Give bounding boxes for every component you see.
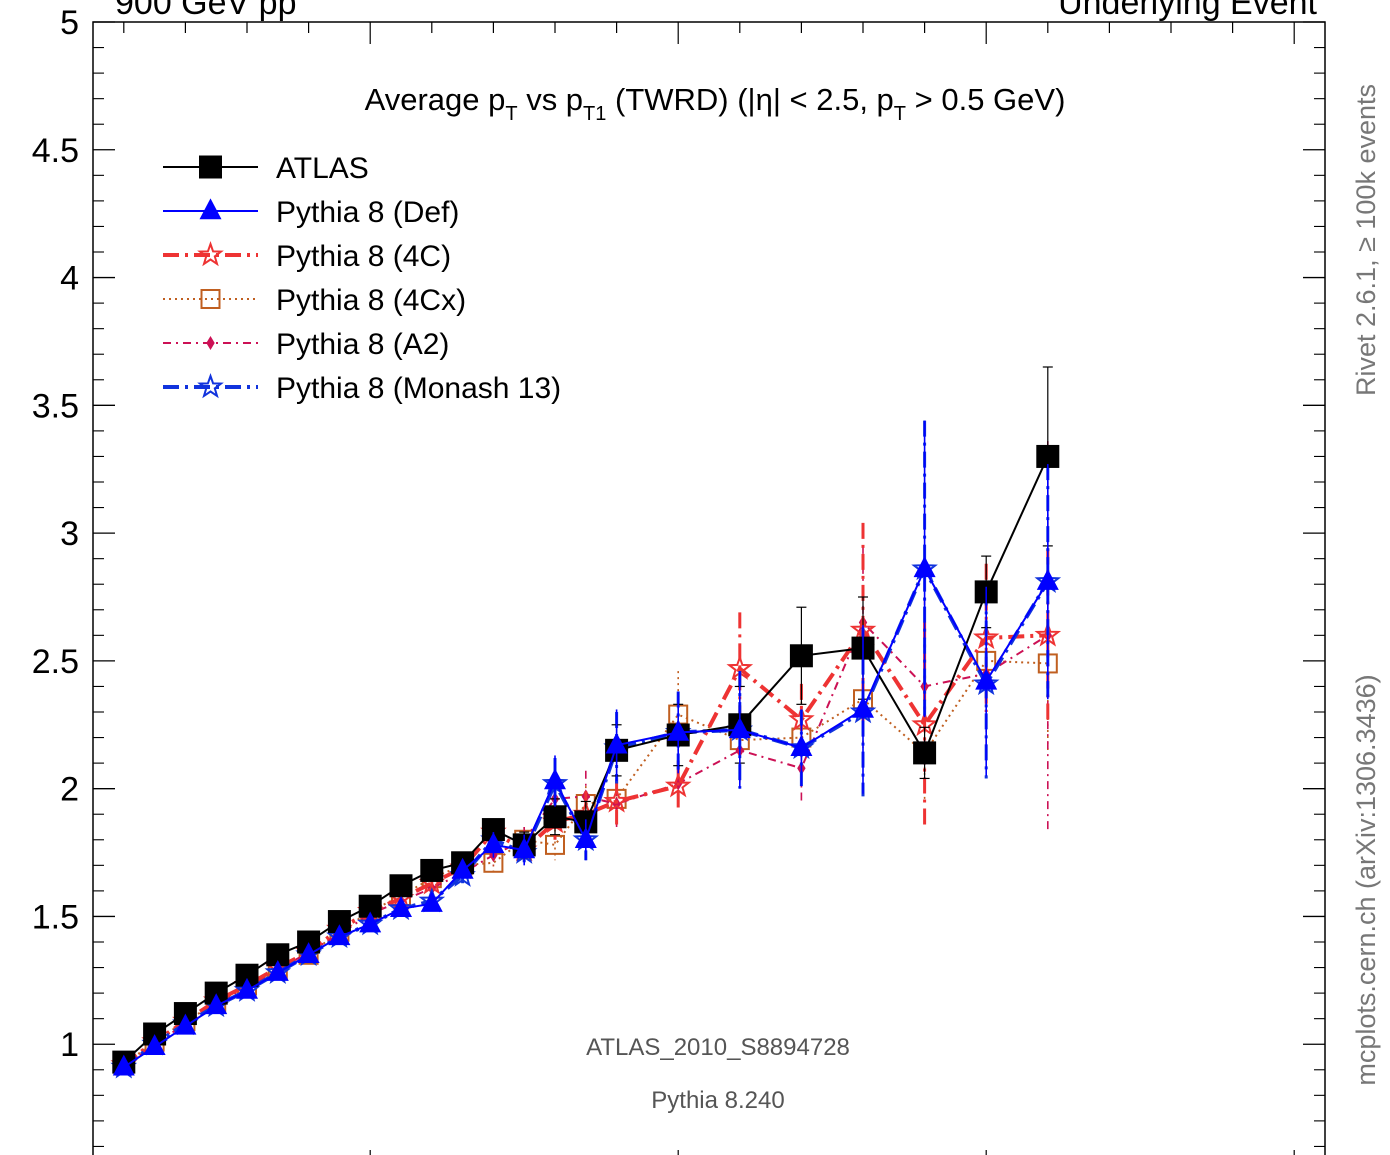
annotation-analysis: ATLAS_2010_S8894728	[586, 1034, 850, 1061]
legend-marker	[199, 155, 222, 179]
data-point	[574, 827, 597, 849]
legend-label: Pythia 8 (4Cx)	[276, 284, 466, 317]
y-tick-label: 2	[60, 771, 79, 809]
title-sub-c: T	[894, 103, 906, 125]
data-point	[605, 732, 628, 754]
y-tick-label: 4	[60, 260, 79, 298]
title-sub-b: T1	[583, 103, 606, 125]
y-tick-label: 1	[60, 1026, 79, 1064]
data-point	[390, 896, 412, 918]
data-point	[975, 668, 998, 690]
data-point	[482, 832, 505, 854]
plot-area	[110, 366, 1062, 1079]
x-axis	[123, 22, 1295, 1155]
series-0	[112, 366, 1060, 1074]
data-point	[359, 911, 382, 933]
legend-marker	[200, 289, 221, 309]
legend-label: Pythia 8 (A2)	[276, 328, 449, 361]
annotation-generator: Pythia 8.240	[651, 1087, 784, 1114]
legend: ATLAS Pythia 8 (Def) Pythia 8 (4C) Pythia 8…	[163, 152, 561, 405]
y-tick-label: 5	[60, 4, 79, 42]
y-tick-label: 3	[60, 515, 79, 553]
data-point	[112, 1054, 135, 1076]
series-line	[123, 455, 1049, 1063]
data-point	[266, 960, 289, 981]
header-left: 900 GeV pp	[115, 0, 296, 22]
series-1	[112, 420, 1059, 1076]
legend-marker	[197, 240, 224, 267]
plot-frame	[92, 21, 1326, 1155]
data-point	[544, 768, 566, 790]
data-point	[913, 556, 936, 578]
data-point	[205, 993, 228, 1015]
data-point	[389, 874, 413, 898]
data-point	[790, 735, 813, 757]
legend-marker	[197, 372, 224, 399]
series-line	[122, 626, 1048, 1067]
data-point	[603, 787, 630, 813]
data-point	[451, 857, 474, 879]
legend-label: Pythia 8 (4C)	[276, 240, 451, 273]
data-point	[789, 644, 813, 668]
data-point	[236, 977, 258, 999]
side-label-top: Rivet 2.6.1, ≥ 100k events	[1351, 84, 1381, 396]
series-line	[123, 659, 1048, 1066]
data-point	[513, 837, 536, 859]
data-point	[297, 942, 320, 964]
data-point	[328, 924, 351, 946]
y-tick-label: 3.5	[32, 387, 79, 425]
data-point	[143, 1034, 166, 1056]
data-point	[728, 717, 751, 739]
data-point	[667, 719, 690, 741]
side-label-bottom: mcplots.cern.ch (arXiv:1306.3436)	[1351, 674, 1381, 1085]
data-point	[852, 696, 874, 718]
title-part-a: Average p	[365, 82, 506, 117]
legend-label: Pythia 8 (Def)	[276, 196, 459, 229]
data-point	[913, 741, 937, 765]
legend-label: Pythia 8 (Monash 13)	[276, 372, 561, 405]
data-point	[174, 1013, 197, 1035]
chart-title: Average pT vs pT1 (TWRD) (|η| < 2.5, pT …	[365, 82, 1066, 125]
data-point	[420, 891, 443, 912]
data-point	[1036, 569, 1059, 590]
y-tick-label: 1.5	[32, 898, 79, 936]
title-part-b: vs p	[518, 82, 583, 117]
title-sub-a: T	[505, 103, 517, 125]
legend-label: ATLAS	[276, 152, 369, 185]
title-part-d: > 0.5 GeV)	[906, 82, 1065, 117]
header-right: Underlying Event	[1058, 0, 1317, 22]
legend-marker	[199, 198, 222, 220]
y-axis: 0.511.522.533.544.55	[32, 4, 1325, 1155]
data-point	[543, 805, 567, 829]
data-point	[664, 772, 692, 798]
y-tick-label: 2.5	[32, 643, 79, 681]
legend-marker	[206, 336, 215, 350]
y-tick-label: 4.5	[32, 132, 79, 170]
data-point	[420, 858, 444, 882]
title-part-c: (TWRD) (|η| < 2.5, p	[606, 82, 893, 117]
